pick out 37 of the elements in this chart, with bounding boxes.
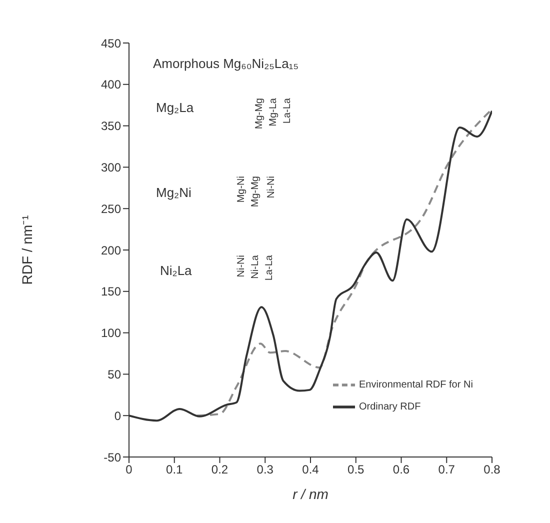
annotation: Amorphous Mg₆₀Ni₂₅La₁₅ (153, 56, 298, 71)
annotation: Mg-Mg (254, 98, 265, 130)
x-tick-label: 0.5 (348, 462, 365, 477)
y-tick-label: 300 (100, 160, 122, 174)
annotation: La-La (282, 98, 293, 124)
y-tick-label: 450 (100, 36, 122, 50)
y-tick-label: 150 (100, 284, 122, 299)
legend-label: Ordinary RDF (359, 402, 421, 413)
y-tick-label: 350 (100, 119, 122, 134)
x-axis-title: r / nm (292, 486, 329, 502)
annotation: Mg-Mg (250, 176, 261, 208)
annotation: Ni-Ni (236, 255, 247, 278)
y-tick-label: 400 (100, 78, 122, 92)
y-tick-label: -50 (104, 450, 122, 464)
x-tick-label: 0.4 (302, 462, 320, 477)
annotation: Mg-La (268, 98, 279, 126)
legend-label: Environmental RDF for Ni (359, 380, 473, 391)
x-tick-label: 0.3 (256, 462, 274, 477)
x-tick-label: 0 (126, 462, 133, 477)
y-axis-title: RDF / nm⁻¹ (18, 214, 35, 285)
annotation: La-La (264, 255, 275, 281)
x-tick-label: 0.7 (438, 462, 456, 477)
annotation: Mg-Ni (236, 176, 247, 203)
x-tick-label: 0.8 (484, 462, 501, 477)
y-tick-label: 100 (100, 326, 122, 340)
annotation: Mg₂La (156, 100, 194, 115)
x-tick-label: 0.1 (166, 462, 184, 477)
annotation: Mg₂Ni (156, 185, 192, 200)
y-tick-label: 0 (114, 408, 122, 423)
y-tick-label: 50 (108, 367, 122, 382)
x-tick-label: 0.2 (211, 462, 228, 477)
annotation: Ni₂La (160, 263, 192, 278)
y-tick-label: 250 (100, 202, 122, 216)
annotation: Ni-La (250, 255, 261, 279)
x-tick-label: 0.6 (392, 462, 410, 477)
annotation: Ni-Ni (266, 176, 277, 198)
y-tick-label: 200 (100, 243, 122, 258)
